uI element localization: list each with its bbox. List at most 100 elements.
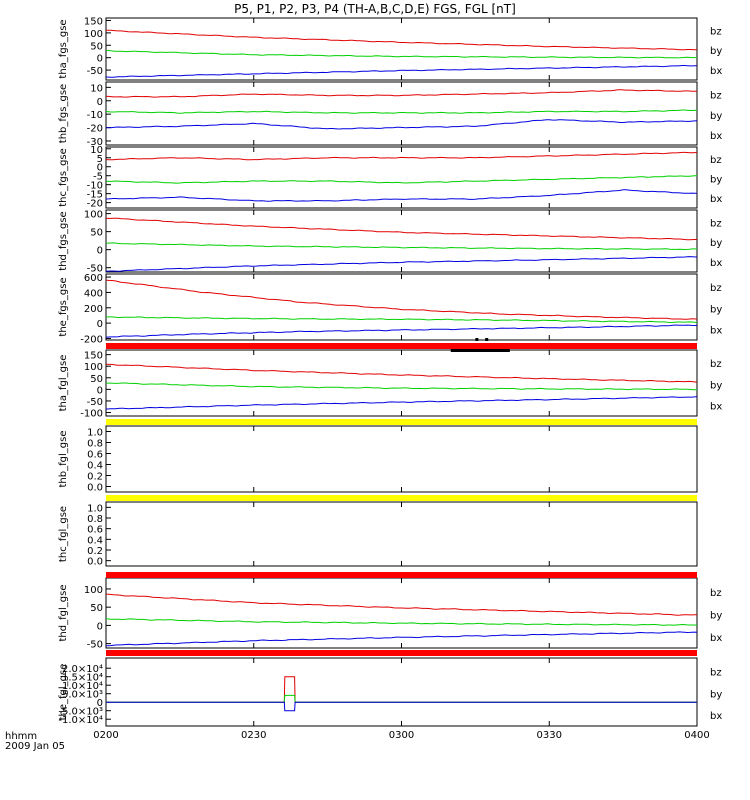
series-line-bz	[105, 217, 697, 241]
legend-by: by	[710, 238, 722, 249]
panel-frame	[105, 81, 698, 146]
y-tick-label: 50	[90, 374, 103, 385]
series-line-bx	[105, 65, 698, 78]
y-tick-label: -100	[80, 409, 103, 420]
y-tick-label: 0	[97, 97, 103, 108]
series-line-bx	[106, 119, 698, 130]
series-line-bx	[106, 701, 697, 712]
y-axis-label: the_fgs_gse	[58, 277, 69, 336]
y-tick-label: 0.6	[87, 450, 103, 461]
y-tick-label: 50	[90, 228, 103, 239]
panel-the_fgs_gse: the_fgs_gse 600 400 200 0 -200 bz by bx	[58, 273, 722, 345]
y-tick-label: -5	[93, 172, 103, 183]
legend-by: by	[710, 610, 722, 621]
y-tick-label: 5	[97, 154, 103, 165]
series-line-bx	[105, 189, 698, 202]
y-tick-label: -200	[80, 334, 103, 345]
panel-thb_fgs_gse: thb_fgs_gse 10 0 -10 -20 -30 bz by bx	[58, 81, 722, 148]
series-line-bx	[105, 396, 698, 410]
legend-bx: bx	[710, 401, 722, 412]
series-line-by	[105, 618, 698, 626]
legend-bz: bz	[710, 588, 722, 599]
time-axis-date: 2009 Jan 05	[5, 741, 65, 752]
panel-thd_fgs_gse: thd_fgs_gse 100 50 0 -50 bz by bx	[58, 209, 722, 275]
y-tick-label: -50	[87, 66, 103, 77]
y-tick-label: 0	[97, 163, 103, 174]
series-line-by	[105, 175, 698, 184]
status-bar-yellow_bar	[106, 419, 697, 425]
y-axis-label: the_fgl_gse	[58, 664, 69, 721]
legend-bx: bx	[710, 633, 722, 644]
status-dot	[485, 338, 489, 341]
y-tick-label: 100	[84, 585, 103, 596]
y-tick-label: 0.4	[87, 461, 103, 472]
panel-frame	[105, 657, 698, 727]
legend-by: by	[710, 175, 722, 186]
x-tick-label: 0200	[93, 730, 118, 741]
plot-title: P5, P1, P2, P3, P4 (TH-A,B,C,D,E) FGS, F…	[234, 2, 516, 16]
y-tick-label: 150	[84, 16, 103, 27]
legend-bz: bz	[710, 359, 722, 370]
series-line-by	[106, 316, 698, 324]
y-tick-label: 0.2	[87, 472, 103, 483]
y-tick-label: -50	[87, 264, 103, 275]
y-tick-label: 0.8	[87, 439, 103, 450]
series-line-bz	[105, 29, 698, 51]
panel-thb_fgl_gse: thb_fgl_gse 1.00.80.60.40.20.0	[58, 425, 698, 494]
legend-by: by	[710, 304, 722, 315]
series-line-bx	[105, 324, 698, 338]
legend-by: by	[710, 689, 722, 700]
status-bars	[106, 338, 697, 656]
y-axis-label: thd_fgs_gse	[58, 211, 69, 270]
status-bar-red_bar	[106, 650, 697, 656]
legend-by: by	[710, 46, 722, 57]
y-tick-label: 5.0×10³	[62, 690, 103, 701]
series-line-bz	[105, 593, 697, 616]
y-tick-label: 400	[84, 288, 103, 299]
series-line-bx	[106, 631, 698, 647]
legend-by: by	[710, 111, 722, 122]
y-tick-label: 0.2	[87, 546, 103, 557]
legend-by: by	[710, 380, 722, 391]
time-axis: hhmm 2009 Jan 05	[5, 731, 65, 752]
y-tick-label: 1.0×10⁴	[62, 681, 103, 692]
y-axis-label: thb_fgs_gse	[58, 84, 69, 143]
legend-bx: bx	[710, 325, 722, 336]
series-line-bz	[105, 151, 698, 161]
y-tick-label: -50	[87, 397, 103, 408]
legend-bz: bz	[710, 218, 722, 229]
y-tick-label: 0	[97, 319, 103, 330]
series-line-by	[106, 382, 698, 391]
series-line-by	[106, 242, 698, 251]
y-tick-label: -15	[87, 190, 103, 201]
y-tick-label: 100	[84, 210, 103, 221]
y-tick-label: 0	[97, 698, 103, 709]
x-tick-label: 0300	[389, 730, 414, 741]
y-tick-label: 200	[84, 304, 103, 315]
status-dot	[475, 338, 479, 341]
legend-bz: bz	[710, 668, 722, 679]
y-tick-label: 0	[97, 385, 103, 396]
series-line-bz	[105, 279, 698, 320]
legend-bx: bx	[710, 258, 722, 269]
series-line-by	[105, 49, 698, 59]
y-tick-label: 150	[84, 351, 103, 362]
y-tick-label: 600	[84, 273, 103, 284]
y-tick-label: 1.5×10⁴	[62, 673, 103, 684]
status-bar-red_bar	[106, 572, 697, 578]
y-axis-label: thd_fgl_gse	[58, 585, 69, 642]
y-tick-label: -30	[87, 137, 103, 148]
y-tick-label: -20	[87, 199, 103, 210]
time-axis-label: hhmm	[5, 731, 37, 742]
panel-stack: tha_fgs_gse 150100500-50bzbybxthb_fgs_gse…	[58, 16, 722, 741]
series-line-bz	[106, 676, 697, 703]
y-tick-label: -1.0×10⁴	[58, 715, 103, 726]
y-tick-label: -10	[87, 181, 103, 192]
status-bar-red_bar	[106, 343, 697, 349]
y-tick-label: 2.0×10⁴	[62, 664, 103, 675]
y-tick-label: 0.6	[87, 525, 103, 536]
y-tick-label: 0.0	[87, 483, 103, 494]
y-tick-label: -5.0×10³	[58, 707, 103, 718]
